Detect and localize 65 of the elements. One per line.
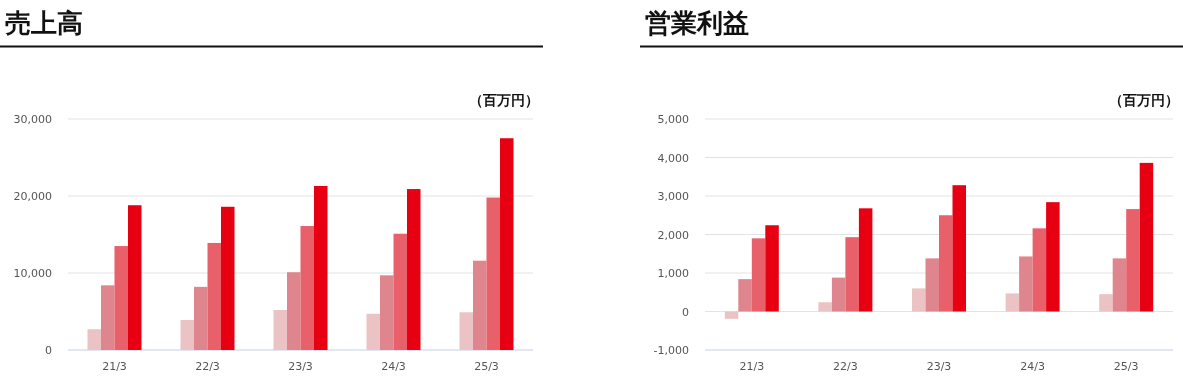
- y-axis-title: （百万円）: [469, 92, 539, 108]
- bar: [300, 226, 314, 350]
- x-tick-label: 22/3: [833, 360, 858, 373]
- bar: [1126, 209, 1140, 312]
- bar: [818, 302, 832, 312]
- bar: [180, 319, 194, 350]
- x-tick-label: 21/3: [102, 360, 127, 373]
- bar: [845, 237, 859, 312]
- bar: [1019, 256, 1033, 312]
- x-tick-label: 24/3: [381, 360, 406, 373]
- y-tick-label: 20,000: [13, 190, 52, 203]
- bar: [473, 260, 487, 350]
- bar: [128, 205, 142, 350]
- y-axis-title: （百万円）: [1109, 92, 1179, 108]
- bar: [1099, 294, 1113, 312]
- bar: [858, 208, 873, 312]
- x-tick-label: 21/3: [739, 360, 765, 373]
- bar: [273, 309, 287, 350]
- x-tick-label: 22/3: [195, 360, 220, 373]
- y-tick-label: 0: [682, 305, 689, 319]
- chart-title: 売上高: [5, 8, 83, 38]
- bar: [486, 197, 500, 350]
- bar: [831, 277, 846, 312]
- bar: [724, 311, 739, 319]
- y-tick-label: 30,000: [13, 113, 52, 126]
- bar: [1032, 228, 1047, 312]
- bar: [738, 279, 752, 312]
- bar: [207, 242, 221, 350]
- bar: [1046, 202, 1060, 312]
- bar: [912, 288, 926, 312]
- bar: [221, 206, 235, 350]
- bar: [87, 329, 101, 350]
- bar: [765, 225, 779, 312]
- chart-title: 営業利益: [645, 8, 749, 38]
- y-tick-label: 4,000: [657, 151, 689, 165]
- x-tick-label: 23/3: [926, 360, 952, 373]
- y-tick-label: 2,000: [657, 228, 689, 242]
- x-tick-label: 24/3: [1020, 360, 1045, 373]
- bar: [393, 233, 407, 350]
- x-tick-label: 23/3: [288, 360, 313, 373]
- bar: [500, 138, 514, 350]
- bar: [287, 272, 301, 350]
- bar: [1139, 162, 1154, 312]
- bar: [1112, 258, 1127, 312]
- x-tick-label: 25/3: [474, 360, 499, 373]
- bar: [939, 215, 953, 312]
- y-tick-label: 3,000: [657, 190, 689, 203]
- y-tick-label: -1,000: [653, 344, 689, 357]
- bar: [952, 185, 966, 312]
- bar: [194, 286, 208, 350]
- bar: [751, 238, 766, 312]
- bar: [101, 285, 115, 350]
- bar: [925, 258, 939, 312]
- bar: [1005, 293, 1020, 312]
- bar: [407, 189, 421, 350]
- y-tick-label: 10,000: [13, 267, 52, 280]
- x-tick-label: 25/3: [1113, 360, 1139, 373]
- bar: [459, 312, 473, 350]
- y-tick-label: 1,000: [657, 267, 689, 280]
- bar: [314, 185, 328, 350]
- bar: [366, 313, 380, 350]
- y-tick-label: 5,000: [657, 113, 689, 126]
- bar: [380, 275, 394, 350]
- bar: [114, 246, 128, 350]
- y-tick-label: 0: [45, 344, 52, 357]
